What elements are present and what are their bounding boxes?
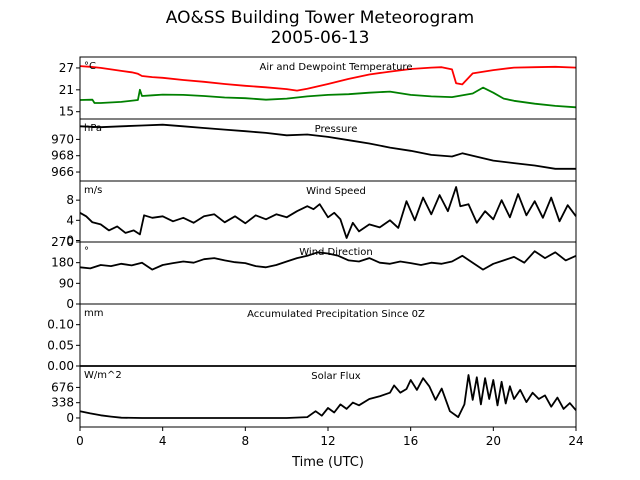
panel-0-ytick-label: 21 xyxy=(59,83,74,97)
x-tick-label: 4 xyxy=(159,434,167,448)
panel-0-title: Air and Dewpoint Temperature xyxy=(260,62,413,73)
panel-5-title: Solar Flux xyxy=(311,371,361,382)
panel-1-ytick-label: 966 xyxy=(51,165,74,179)
panel-0-series-0-line xyxy=(79,65,577,92)
panel-3-unit-label: ° xyxy=(84,246,89,257)
panel-3-series-0-line xyxy=(79,250,577,271)
panel-5-ytick-label: 676 xyxy=(51,380,74,394)
panel-4-unit-label: mm xyxy=(84,308,103,319)
panel-5-ytick-label: 0 xyxy=(66,411,74,425)
panel-2-ytick-label: 0 xyxy=(66,233,74,247)
panel-1-unit-label: hPa xyxy=(84,123,102,134)
panel-4-ytick-label: 0.05 xyxy=(47,338,74,352)
panel-3-ytick-label: 270 xyxy=(51,235,74,249)
x-tick-label: 8 xyxy=(242,434,250,448)
panel-3-ytick-label: 0 xyxy=(66,297,74,311)
panel-1-series-0-line xyxy=(79,123,576,170)
figure-title: AO&SS Building Tower Meteorogram xyxy=(165,8,475,28)
panel-1-ytick-label: 968 xyxy=(51,149,74,163)
panel-0-ytick-label: 15 xyxy=(59,105,74,119)
panel-3-ytick-label: 180 xyxy=(51,256,74,270)
panel-3-title: Wind Direction xyxy=(299,247,373,258)
panel-5-unit-label: W/m^2 xyxy=(84,370,122,381)
panel-4-ytick-label: 0.00 xyxy=(47,359,74,373)
panel-4-ytick-label: 0.10 xyxy=(47,318,74,332)
panel-1-ytick-label: 970 xyxy=(51,132,74,146)
x-tick-label: 24 xyxy=(568,434,583,448)
x-axis-label: Time (UTC) xyxy=(291,455,364,470)
x-tick-label: 12 xyxy=(320,434,335,448)
x-tick-label: 0 xyxy=(76,434,84,448)
panel-1-title: Pressure xyxy=(315,124,358,135)
panel-2-series-0-line xyxy=(79,186,577,239)
figure-subtitle: 2005-06-13 xyxy=(270,28,370,48)
x-tick-label: 20 xyxy=(486,434,501,448)
panel-0-unit-label: °C xyxy=(84,61,96,72)
panel-2-unit-label: m/s xyxy=(84,185,102,196)
panel-2-title: Wind Speed xyxy=(306,186,366,197)
panel-2-ytick-label: 8 xyxy=(66,193,74,207)
x-tick-label: 16 xyxy=(403,434,418,448)
panel-3-ytick-label: 90 xyxy=(59,276,74,290)
panel-0-series-1-line xyxy=(79,86,577,109)
panel-4-title: Accumulated Precipitation Since 0Z xyxy=(247,309,425,320)
panel-2-ytick-label: 4 xyxy=(66,213,74,227)
panel-5-ytick-label: 338 xyxy=(51,396,74,410)
panel-5-series-0-line xyxy=(79,374,577,419)
panel-0-ytick-label: 27 xyxy=(59,61,74,75)
